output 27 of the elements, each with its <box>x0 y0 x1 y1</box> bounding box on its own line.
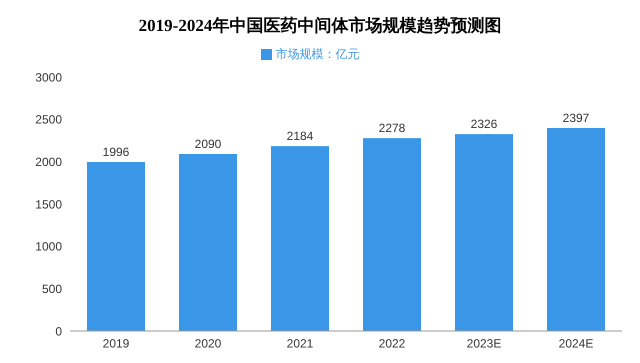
y-tick-label: 2500 <box>35 112 62 127</box>
y-tick-label: 500 <box>42 282 62 296</box>
bar <box>363 138 421 331</box>
data-label: 2326 <box>470 117 498 132</box>
data-label: 1996 <box>102 145 130 160</box>
x-tick-label: 2019 <box>102 336 130 351</box>
bar <box>455 134 513 331</box>
x-tick-label: 2024E <box>558 336 594 351</box>
legend-label: 市场规模：亿元 <box>276 47 360 61</box>
y-tick-label: 3000 <box>35 70 62 84</box>
x-tick-label: 2022 <box>378 336 406 351</box>
y-tick-label: 1000 <box>35 240 62 254</box>
bar <box>179 154 237 331</box>
y-tick-label: 2000 <box>35 154 62 169</box>
x-tick-label: 2021 <box>286 336 314 351</box>
y-tick-label: 1500 <box>35 197 62 212</box>
data-label: 2184 <box>286 129 314 144</box>
bar <box>547 128 605 331</box>
bar <box>87 162 145 331</box>
y-tick-label: 0 <box>55 324 62 338</box>
x-tick-label: 2020 <box>194 336 222 351</box>
data-label: 2090 <box>194 137 222 152</box>
x-tick-label: 2023E <box>466 336 502 351</box>
bar <box>271 146 329 331</box>
data-label: 2397 <box>562 111 590 126</box>
chart-title: 2019-2024年中国医药中间体市场规模趋势预测图 <box>138 15 502 37</box>
data-label: 2278 <box>378 121 406 136</box>
